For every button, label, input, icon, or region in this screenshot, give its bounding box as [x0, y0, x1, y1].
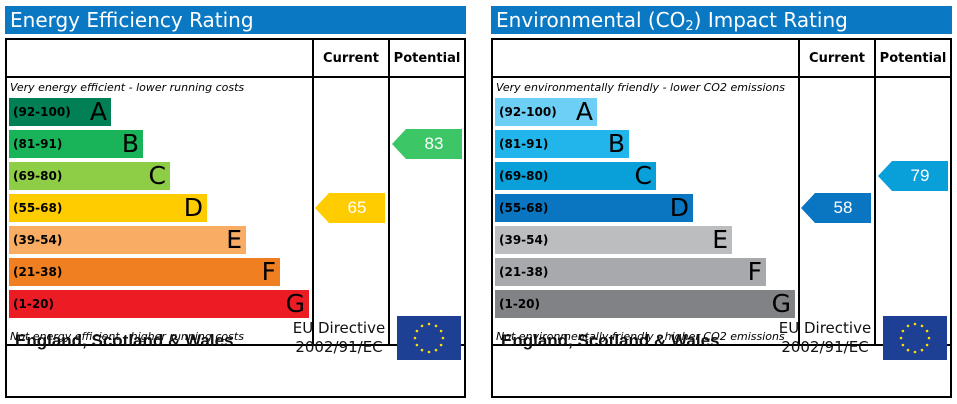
arrow-shape-icon — [801, 193, 871, 223]
band-letter: E — [226, 225, 242, 254]
column-divider — [798, 40, 800, 346]
footer-region: England, Scotland & Wales — [15, 331, 234, 350]
title-suffix: ) Impact Rating — [693, 8, 848, 32]
top-note: Very environmentally friendly - lower CO… — [496, 81, 785, 94]
band-range: (39-54) — [13, 233, 63, 247]
top-note: Very energy efficient - lower running co… — [10, 81, 245, 94]
directive-line-1: EU Directive — [778, 319, 872, 337]
band-letter: G — [771, 289, 791, 318]
band-range: (21-38) — [499, 265, 549, 279]
band-range: (39-54) — [499, 233, 549, 247]
arrow-shape-icon — [878, 161, 948, 191]
column-divider — [312, 40, 314, 346]
band-letter: F — [747, 257, 762, 286]
band-range: (92-100) — [13, 105, 71, 119]
band-letter: G — [285, 289, 305, 318]
band-letter: C — [634, 161, 652, 190]
band-d: (55-68) D — [495, 193, 693, 222]
band-g: (1-20) G — [9, 289, 309, 318]
band-range: (1-20) — [499, 297, 540, 311]
band-letter: B — [607, 129, 625, 158]
column-header-current: Current — [809, 51, 865, 66]
band-range: (81-91) — [499, 137, 549, 151]
band-g: (1-20) G — [495, 289, 795, 318]
column-header-current: Current — [323, 51, 379, 66]
title-text: Environmental (CO — [496, 8, 686, 32]
footer-divider — [493, 344, 950, 346]
band-a: (92-100) A — [495, 97, 597, 126]
eu-flag-icon — [397, 316, 461, 360]
column-divider — [874, 40, 876, 346]
band-letter: F — [261, 257, 276, 286]
column-header-potential: Potential — [879, 51, 947, 66]
band-letter: D — [669, 193, 689, 222]
directive-line-2: 2002/91/EC — [295, 338, 383, 356]
bottom-note: Not environmentally friendly - higher CO… — [496, 330, 785, 343]
current-rating-arrow: 58 — [801, 193, 871, 223]
band-c: (69-80) C — [9, 161, 170, 190]
band-range: (55-68) — [499, 201, 549, 215]
band-range: (81-91) — [13, 137, 63, 151]
eu-flag-icon — [883, 316, 947, 360]
band-b: (81-91) B — [495, 129, 629, 158]
band-a: (92-100) A — [9, 97, 111, 126]
potential-rating-arrow: 79 — [878, 161, 948, 191]
rating-table: Current Potential Very environmentally fri… — [491, 38, 952, 398]
eu-directive: EU Directive 2002/91/EC — [283, 319, 395, 357]
panel-title: Environmental (CO2) Impact Rating — [491, 6, 952, 34]
band-f: (21-38) F — [9, 257, 280, 286]
column-divider — [388, 40, 390, 346]
band-letter: A — [575, 97, 593, 126]
band-range: (21-38) — [13, 265, 63, 279]
band-range: (69-80) — [13, 169, 63, 183]
header-divider — [7, 76, 464, 78]
band-b: (81-91) B — [9, 129, 143, 158]
header-divider — [493, 76, 950, 78]
band-range: (1-20) — [13, 297, 54, 311]
band-e: (39-54) E — [495, 225, 732, 254]
band-range: (92-100) — [499, 105, 557, 119]
current-rating-value: 65 — [347, 198, 367, 217]
band-letter: D — [183, 193, 203, 222]
panel-title: Energy Efficiency Rating — [5, 6, 466, 34]
title-subscript: 2 — [685, 19, 694, 34]
directive-line-1: EU Directive — [292, 319, 386, 337]
band-f: (21-38) F — [495, 257, 766, 286]
title-text: Energy Efficiency Rating — [10, 8, 254, 32]
eu-directive: EU Directive 2002/91/EC — [769, 319, 881, 357]
column-header-potential: Potential — [393, 51, 461, 66]
directive-line-2: 2002/91/EC — [781, 338, 869, 356]
footer-divider — [7, 344, 464, 346]
current-rating-arrow: 65 — [315, 193, 385, 223]
arrow-shape-icon — [392, 129, 462, 159]
current-rating-value: 58 — [833, 198, 853, 217]
potential-rating-value: 79 — [910, 166, 930, 185]
potential-rating-value: 83 — [424, 134, 444, 153]
band-letter: E — [712, 225, 728, 254]
band-e: (39-54) E — [9, 225, 246, 254]
arrow-shape-icon — [315, 193, 385, 223]
band-letter: B — [121, 129, 139, 158]
bottom-note: Not energy efficient - higher running co… — [10, 330, 244, 343]
energy-efficiency-panel: Energy Efficiency Rating Current Potential… — [5, 6, 466, 398]
band-c: (69-80) C — [495, 161, 656, 190]
footer-region: England, Scotland & Wales — [501, 331, 720, 350]
potential-rating-arrow: 83 — [392, 129, 462, 159]
environmental-impact-panel: Environmental (CO2) Impact Rating Current… — [491, 6, 952, 398]
band-range: (69-80) — [499, 169, 549, 183]
rating-table: Current Potential Very energy efficient - … — [5, 38, 466, 398]
band-letter: A — [89, 97, 107, 126]
band-d: (55-68) D — [9, 193, 207, 222]
band-letter: C — [148, 161, 166, 190]
band-range: (55-68) — [13, 201, 63, 215]
